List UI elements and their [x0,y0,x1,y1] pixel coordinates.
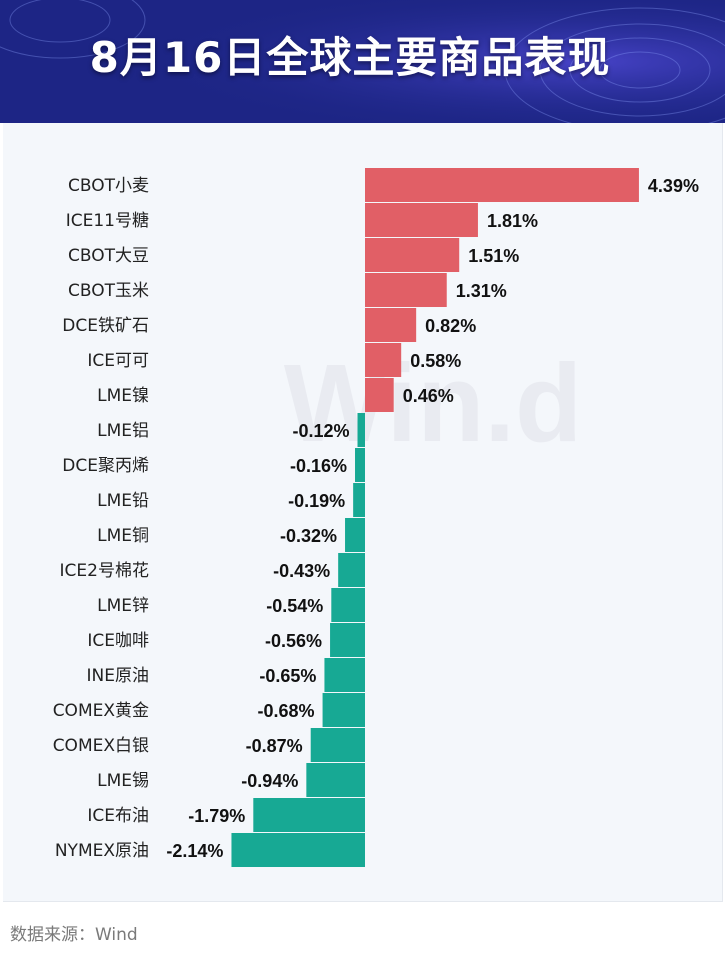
bar-17 [310,728,365,762]
category-label: CBOT玉米 [68,281,149,301]
value-label: 1.31% [456,281,507,301]
page-title: 8月16日全球主要商品表现 [89,33,611,82]
value-label: -0.87% [246,736,303,756]
category-label: COMEX白银 [53,736,149,756]
value-label: 0.58% [410,351,461,371]
value-label: -0.94% [241,771,298,791]
value-label: 4.39% [648,176,699,196]
watermark: Win.d [284,342,582,465]
bar-18 [306,763,365,797]
bar-2 [365,203,478,237]
bar-3 [365,238,460,272]
bar-chart: Win.d CBOT小麦 4.39% ICE11号糖 1.81% CBOT大豆 1.51%… [53,168,699,867]
value-label: 0.82% [425,316,476,336]
value-label: -2.14% [166,841,223,861]
header-background [0,0,725,123]
category-label: DCE聚丙烯 [62,456,149,476]
bar-19 [253,798,365,832]
bar-6 [365,343,402,377]
value-label: -0.12% [292,421,349,441]
bar-8 [357,413,365,447]
category-label: LME锌 [97,596,149,616]
bar-10 [353,483,365,517]
value-label: 0.46% [403,386,454,406]
category-label: ICE咖啡 [87,631,149,651]
category-label: LME铝 [97,421,149,441]
category-label: DCE铁矿石 [62,316,149,336]
category-label: LME镍 [97,386,149,406]
value-label: 1.81% [487,211,538,231]
chart-panel: Win.d CBOT小麦 4.39% ICE11号糖 1.81% CBOT大豆 1.51%… [3,123,723,902]
bar-5 [365,308,417,342]
bar-16 [322,693,365,727]
category-label: LME锡 [97,771,149,791]
value-label: -0.65% [259,666,316,686]
value-label: -0.32% [280,526,337,546]
bar-15 [324,658,365,692]
bar-20 [231,833,365,867]
value-label: -0.19% [288,491,345,511]
bar-14 [330,623,365,657]
value-label: -0.68% [258,701,315,721]
source-note: 数据来源：Wind [10,925,138,945]
category-label: LME铜 [97,526,149,546]
category-label: INE原油 [87,666,149,686]
header-banner: 8月16日全球主要商品表现 [0,0,725,123]
bar-9 [355,448,365,482]
value-label: -0.16% [290,456,347,476]
category-label: NYMEX原油 [55,841,149,861]
value-label: -0.54% [266,596,323,616]
category-label: COMEX黄金 [53,701,149,721]
category-label: CBOT小麦 [68,176,149,196]
category-label: LME铅 [97,491,149,511]
category-label: ICE2号棉花 [60,561,149,581]
bar-12 [338,553,365,587]
value-label: -0.56% [265,631,322,651]
bar-7 [365,378,394,412]
category-label: ICE布油 [87,806,149,826]
category-label: CBOT大豆 [68,246,149,266]
bar-13 [331,588,365,622]
value-label: -1.79% [188,806,245,826]
bar-11 [345,518,365,552]
value-label: -0.43% [273,561,330,581]
category-label: ICE可可 [87,351,149,371]
value-label: 1.51% [468,246,519,266]
category-label: ICE11号糖 [66,211,149,231]
bar-1 [365,168,639,202]
bar-4 [365,273,447,307]
